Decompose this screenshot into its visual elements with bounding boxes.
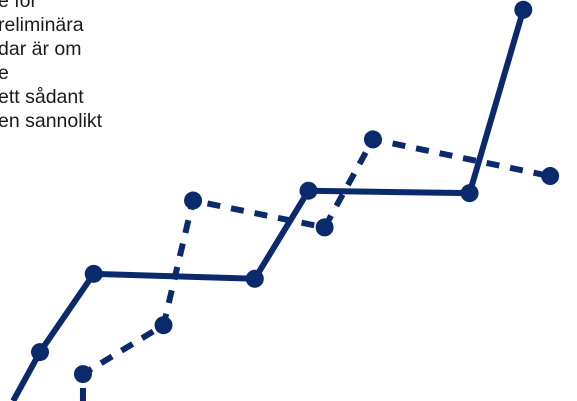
series-2-point-6: [363, 130, 382, 149]
series-1-point-6: [460, 184, 479, 203]
series-1-point-5: [299, 181, 318, 200]
series-2-point-3: [154, 316, 173, 335]
series-1-line: [10, 8, 527, 401]
body-text: e för reliminära dar är om e ett sådant …: [0, 0, 228, 133]
body-text-line-6: en sannolikt: [0, 110, 103, 132]
series-2-point-7: [541, 167, 560, 186]
series-1-point-2: [31, 343, 49, 362]
body-text-line-2: reliminära: [0, 14, 84, 36]
series-1-point-3: [84, 264, 103, 283]
body-text-line-1: e för: [0, 0, 38, 12]
series-2-line: [79, 136, 551, 401]
series-1-point-4: [245, 269, 264, 288]
body-text-line-4: e: [0, 62, 9, 84]
body-text-line-5: ett sådant: [0, 86, 84, 108]
series-2-point-2: [73, 365, 92, 384]
series-1-point-7: [514, 0, 533, 19]
body-text-line-3: dar är om: [0, 38, 82, 60]
series-2-point-4: [184, 191, 203, 210]
series-2-point-5: [315, 218, 334, 237]
